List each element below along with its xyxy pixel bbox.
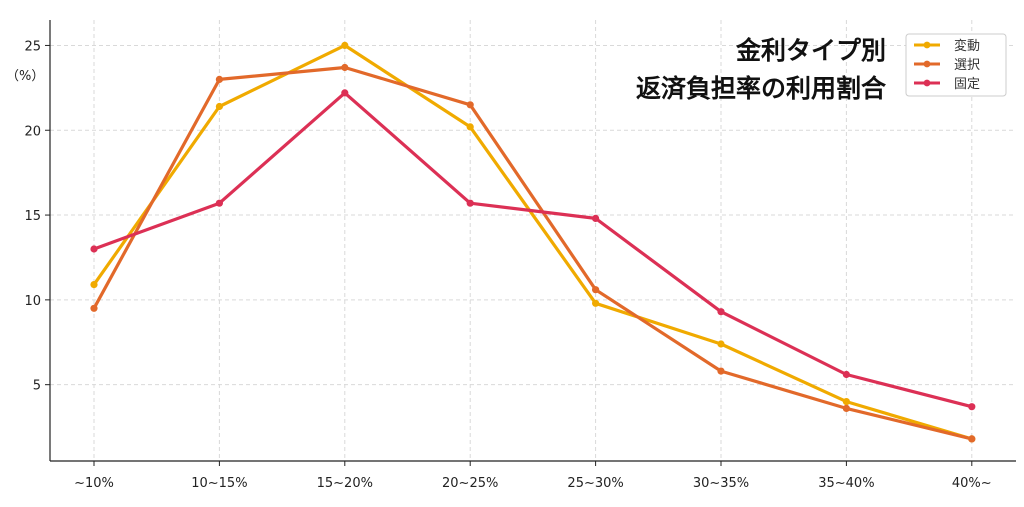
x-tick-label: 35~40% <box>818 476 874 491</box>
y-axis-ticks: 5 10 15 20 25 <box>24 39 50 394</box>
x-tick-label: 40%~ <box>952 476 992 491</box>
data-point <box>842 370 851 379</box>
x-tick-label: 10~15% <box>191 476 247 491</box>
y-axis-unit-label: （%） <box>6 69 44 84</box>
data-point <box>341 63 349 72</box>
legend-swatch-marker <box>923 79 931 87</box>
x-tick-label: 30~35% <box>693 476 749 491</box>
data-point <box>466 101 474 109</box>
y-tick-label: 5 <box>33 379 41 394</box>
legend-label: 変動 <box>954 38 980 54</box>
data-point <box>592 299 600 307</box>
legend-swatch-marker <box>923 60 931 68</box>
data-point <box>90 304 98 312</box>
chart-title: 金利タイプ別 返済負担率の利用割合 <box>636 36 887 103</box>
data-point <box>215 75 223 83</box>
data-point <box>842 398 851 406</box>
data-point <box>968 435 976 443</box>
x-tick-label: ~10% <box>74 476 114 491</box>
chart-title-line-1: 金利タイプ別 <box>735 36 886 65</box>
x-axis-ticks: ~10% 10~15% 15~20% 20~25% 25~30% 30~35% 35~40%… <box>74 461 992 491</box>
gridlines <box>50 20 1016 461</box>
data-point <box>341 41 349 50</box>
data-point <box>466 123 474 131</box>
data-point <box>717 367 725 375</box>
data-point <box>90 281 98 289</box>
data-point <box>341 89 349 97</box>
legend-label: 選択 <box>954 58 980 73</box>
series-line-2 <box>92 65 974 441</box>
y-tick-label: 20 <box>24 124 41 139</box>
y-tick-label: 10 <box>24 294 41 309</box>
data-point <box>90 245 98 253</box>
data-point <box>717 340 725 348</box>
y-tick-label: 25 <box>24 39 41 54</box>
legend-label: 固定 <box>954 77 980 92</box>
series-line-3 <box>92 91 974 409</box>
series-line-1 <box>92 43 974 441</box>
data-point <box>592 286 600 294</box>
y-tick-label: 15 <box>24 209 41 224</box>
data-point <box>215 102 223 111</box>
data-point <box>968 403 976 411</box>
x-tick-label: 15~20% <box>317 476 373 491</box>
data-point <box>717 308 725 316</box>
series-group <box>90 41 976 443</box>
axes <box>49 20 1016 462</box>
x-tick-label: 25~30% <box>567 476 623 491</box>
data-point <box>842 404 851 412</box>
x-tick-label: 20~25% <box>442 476 498 491</box>
data-point <box>215 199 223 207</box>
legend-swatch-marker <box>923 41 931 49</box>
data-point <box>592 214 600 222</box>
legend-box <box>905 33 1007 97</box>
data-point <box>466 199 474 207</box>
chart-title-line-2: 返済負担率の利用割合 <box>636 74 887 103</box>
